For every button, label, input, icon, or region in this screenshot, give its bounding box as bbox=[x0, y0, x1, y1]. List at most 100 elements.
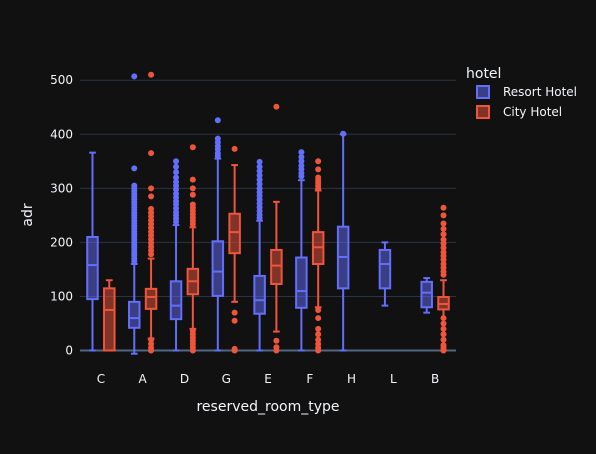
y-tick-label: 400 bbox=[50, 127, 73, 141]
outlier-point bbox=[440, 231, 447, 238]
outlier-point bbox=[315, 166, 322, 173]
box-body bbox=[103, 287, 116, 352]
x-tick-label: A bbox=[139, 372, 148, 386]
box-body bbox=[295, 256, 308, 309]
outlier-point bbox=[148, 150, 155, 157]
outlier-point bbox=[173, 169, 180, 176]
outlier-point bbox=[440, 204, 447, 211]
outlier-point bbox=[440, 336, 447, 343]
x-tick-label: L bbox=[390, 372, 397, 386]
box-F bbox=[295, 149, 308, 352]
boxes bbox=[86, 71, 450, 355]
box-A bbox=[144, 71, 158, 354]
legend-label: City Hotel bbox=[503, 105, 562, 119]
series-city-hotel bbox=[103, 71, 450, 354]
box-D bbox=[169, 158, 183, 352]
outlier-point bbox=[256, 180, 263, 187]
outlier-point bbox=[231, 309, 238, 316]
outlier-point bbox=[189, 185, 196, 192]
series-resort-hotel bbox=[86, 73, 433, 355]
outlier-point bbox=[131, 165, 138, 172]
outlier-point bbox=[148, 185, 155, 192]
box-L bbox=[378, 241, 392, 307]
outlier-point bbox=[440, 212, 447, 219]
legend-title: hotel bbox=[466, 66, 501, 82]
outlier-point bbox=[440, 331, 447, 338]
outlier-point bbox=[148, 193, 155, 200]
outlier-point bbox=[440, 347, 447, 354]
outlier-point bbox=[315, 306, 322, 313]
outlier-point bbox=[231, 317, 238, 324]
outlier-point bbox=[173, 163, 180, 170]
box-body bbox=[86, 235, 99, 301]
box-E bbox=[270, 103, 283, 354]
box-C bbox=[86, 151, 99, 352]
legend-item-city-hotel[interactable]: City Hotel bbox=[476, 105, 562, 119]
x-axis-label: reserved_room_type bbox=[196, 399, 339, 415]
outlier-point bbox=[315, 185, 322, 192]
y-tick-label: 0 bbox=[65, 344, 73, 358]
x-tick-label: D bbox=[180, 372, 189, 386]
legend-swatch bbox=[476, 85, 490, 99]
outlier-point bbox=[440, 256, 447, 263]
box-D bbox=[186, 144, 200, 354]
outlier-point bbox=[148, 251, 155, 258]
outlier-point bbox=[440, 325, 447, 332]
outlier-point bbox=[315, 158, 322, 165]
outlier-point bbox=[256, 215, 263, 222]
outlier-point bbox=[189, 220, 196, 227]
box-body bbox=[253, 274, 266, 315]
legend-item-resort-hotel[interactable]: Resort Hotel bbox=[476, 85, 577, 99]
box-body bbox=[378, 248, 392, 290]
outlier-point bbox=[189, 191, 196, 198]
box-body bbox=[144, 287, 158, 310]
outlier-point bbox=[256, 172, 263, 179]
outlier-point bbox=[273, 103, 280, 110]
outlier-point bbox=[148, 347, 155, 354]
outlier-point bbox=[256, 168, 263, 175]
outlier-point bbox=[189, 144, 196, 151]
outlier-point bbox=[173, 218, 180, 225]
x-tick-label: F bbox=[306, 372, 313, 386]
outlier-point bbox=[273, 337, 280, 344]
outlier-point bbox=[148, 71, 155, 78]
box-B bbox=[437, 204, 450, 354]
outlier-point bbox=[440, 244, 447, 251]
outlier-point bbox=[440, 240, 447, 247]
y-tick-label: 100 bbox=[50, 289, 73, 303]
box-E bbox=[253, 158, 266, 352]
outlier-point bbox=[131, 73, 138, 80]
box-G bbox=[228, 145, 241, 354]
outlier-point bbox=[340, 130, 347, 137]
box-G bbox=[211, 117, 225, 352]
outlier-point bbox=[173, 174, 180, 181]
y-tick-label: 300 bbox=[50, 181, 73, 195]
outlier-point bbox=[315, 315, 322, 322]
legend[interactable]: hotel Resort Hotel City Hotel bbox=[466, 66, 577, 119]
outlier-point bbox=[256, 176, 263, 183]
y-tick-label: 200 bbox=[50, 235, 73, 249]
outlier-point bbox=[315, 336, 322, 343]
outlier-point bbox=[298, 153, 305, 160]
outlier-point bbox=[214, 152, 221, 159]
outlier-point bbox=[315, 347, 322, 354]
outlier-point bbox=[131, 258, 138, 265]
outlier-point bbox=[298, 149, 305, 156]
box-H bbox=[336, 130, 350, 352]
x-tick-label: E bbox=[264, 372, 272, 386]
x-tick-label: B bbox=[431, 372, 439, 386]
x-tick-label: H bbox=[347, 372, 356, 386]
box-body bbox=[270, 248, 283, 286]
grid-lines bbox=[80, 79, 456, 352]
outlier-point bbox=[173, 158, 180, 165]
outlier-point bbox=[256, 163, 263, 170]
outlier-point bbox=[173, 186, 180, 193]
outlier-point bbox=[231, 347, 238, 354]
legend-swatch bbox=[476, 105, 490, 119]
x-tick-label: G bbox=[222, 372, 231, 386]
legend-label: Resort Hotel bbox=[503, 85, 577, 99]
outlier-point bbox=[315, 325, 322, 332]
outlier-point bbox=[298, 173, 305, 180]
y-axis-ticks: 0 100 200 300 400 500 bbox=[50, 73, 73, 357]
outlier-point bbox=[231, 145, 238, 152]
